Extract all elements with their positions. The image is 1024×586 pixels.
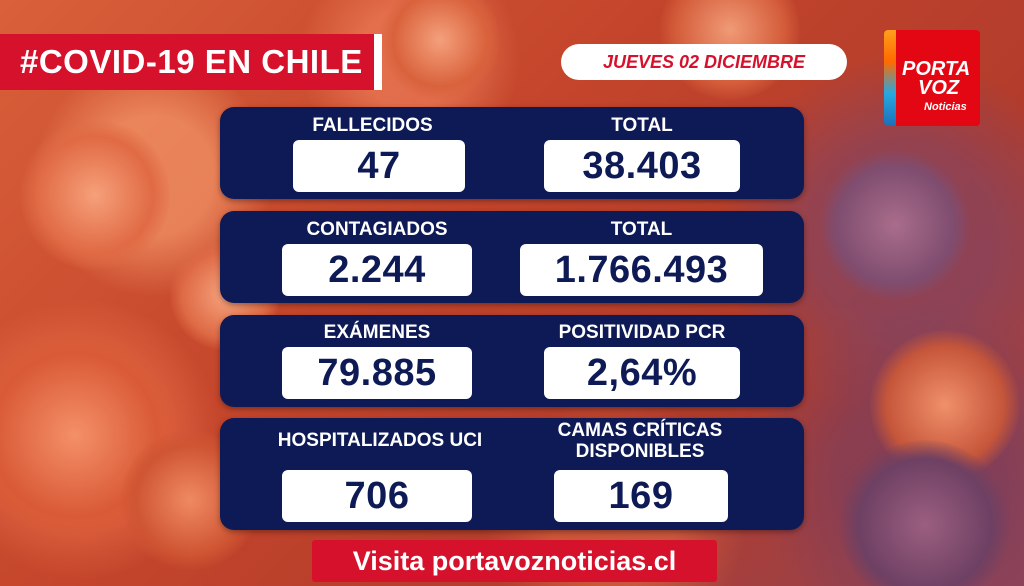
date-text: JUEVES 02 DICIEMBRE xyxy=(602,51,806,72)
headline-title: #COVID-19 EN CHILE xyxy=(20,43,363,80)
portavoz-logo: PORTA VOZ Noticias xyxy=(884,30,980,126)
contagiados-label: CONTAGIADOS xyxy=(306,219,448,240)
date-badge: JUEVES 02 DICIEMBRE xyxy=(561,44,847,80)
camas-value: 169 xyxy=(554,470,728,522)
fallecidos-label: FALLECIDOS xyxy=(312,115,433,136)
examenes-panel: EXÁMENES 79.885 POSITIVIDAD PCR 2,64% xyxy=(220,315,804,407)
examenes-label: EXÁMENES xyxy=(323,322,431,343)
fallecidos-panel: FALLECIDOS 47 TOTAL 38.403 xyxy=(220,107,804,199)
examenes-value: 79.885 xyxy=(282,347,472,399)
fallecidos-total-value: 38.403 xyxy=(544,140,740,192)
website-banner: Visita portavoznoticias.cl xyxy=(312,540,717,582)
contagiados-value: 2.244 xyxy=(282,244,472,296)
logo-wordmark: PORTA VOZ xyxy=(902,58,971,99)
logo-color-stripe xyxy=(884,30,896,126)
fallecidos-value: 47 xyxy=(293,140,465,192)
positividad-label: POSITIVIDAD PCR xyxy=(558,322,726,343)
logo-subtitle: Noticias xyxy=(924,101,967,113)
contagiados-panel: CONTAGIADOS 2.244 TOTAL 1.766.493 xyxy=(220,211,804,303)
contagiados-total-label: TOTAL xyxy=(610,219,673,240)
hospitalizados-value: 706 xyxy=(282,470,472,522)
camas-label: CAMAS CRÍTICAS DISPONIBLES xyxy=(557,420,723,462)
hospitalizados-label: HOSPITALIZADOS UCI xyxy=(277,430,483,451)
hospitalizados-panel: HOSPITALIZADOS UCI 706 CAMAS CRÍTICAS DI… xyxy=(220,418,804,530)
website-link-text: Visita portavoznoticias.cl xyxy=(352,545,677,576)
headline-banner: #COVID-19 EN CHILE xyxy=(0,34,382,90)
fallecidos-total-label: TOTAL xyxy=(611,115,673,136)
contagiados-total-value: 1.766.493 xyxy=(520,244,763,296)
positividad-value: 2,64% xyxy=(544,347,740,399)
